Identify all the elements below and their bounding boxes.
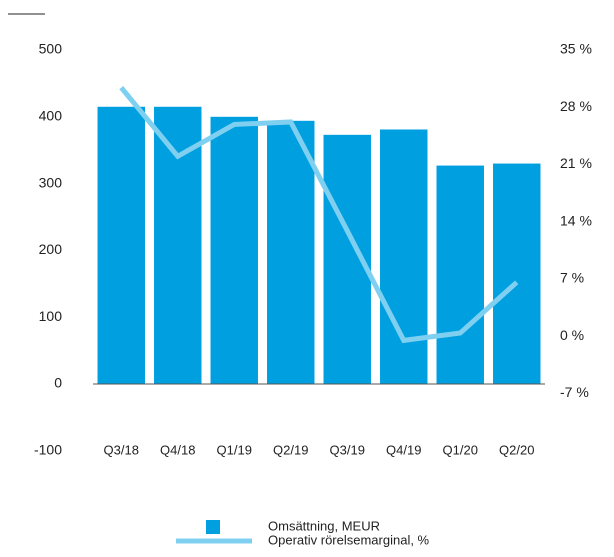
- y2-tick-label: 7 %: [560, 270, 584, 286]
- x-tick-label: Q4/19: [386, 442, 421, 457]
- y2-tick-label: 0 %: [560, 327, 584, 343]
- y2-tick-label: 35 %: [560, 41, 592, 57]
- legend-label: Operativ rörelsemarginal, %: [268, 532, 430, 547]
- y-tick-label: 300: [39, 174, 63, 190]
- bar: [380, 129, 428, 384]
- y-tick-label: 400: [39, 108, 63, 124]
- y-tick-label: -100: [34, 442, 62, 458]
- y-tick-label: 100: [39, 308, 63, 324]
- bar: [436, 165, 484, 384]
- y2-tick-label: 28 %: [560, 98, 592, 114]
- x-tick-label: Q4/18: [160, 442, 195, 457]
- line-series: [119, 86, 519, 344]
- x-tick-label: Q3/19: [330, 442, 365, 457]
- y-tick-label: 500: [39, 41, 63, 57]
- bar: [267, 120, 315, 385]
- bar: [493, 163, 541, 384]
- y-tick-label: 200: [39, 241, 63, 257]
- y2-tick-label: 14 %: [560, 212, 592, 228]
- x-tick-label: Q2/19: [273, 442, 308, 457]
- y2-tick-label: 21 %: [560, 155, 592, 171]
- x-tick-label: Q3/18: [104, 442, 139, 457]
- x-tick-label: Q1/19: [217, 442, 252, 457]
- y-tick-label: 0: [54, 375, 62, 391]
- legend-label: Omsättning, MEUR: [268, 518, 380, 533]
- legend-swatch: [206, 520, 220, 534]
- y2-tick-label: -7 %: [560, 384, 589, 400]
- x-tick-label: Q2/20: [499, 442, 534, 457]
- bar: [97, 106, 145, 384]
- bar: [210, 116, 258, 385]
- x-tick-label: Q1/20: [443, 442, 478, 457]
